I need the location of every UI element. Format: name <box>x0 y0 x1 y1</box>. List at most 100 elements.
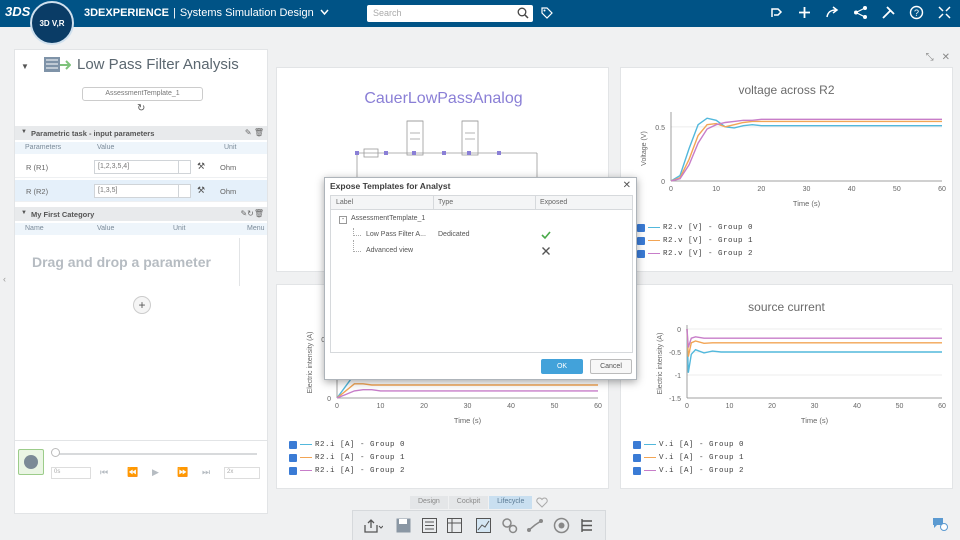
x-tick-label: 10 <box>377 403 385 410</box>
check-icon[interactable] <box>541 230 551 240</box>
dropdown-icon[interactable] <box>178 185 190 197</box>
settings-icon[interactable] <box>501 517 518 534</box>
param-row[interactable]: R (R1) [1,2,3,5,4] ⚒ Ohm <box>15 156 267 178</box>
legend-item[interactable]: R2.i [A] - Group 1 <box>289 451 405 464</box>
add-category-button[interactable]: + <box>133 296 151 314</box>
column-divider <box>239 238 240 286</box>
speed-select[interactable]: 2x <box>224 467 260 479</box>
structure-icon[interactable] <box>579 517 596 534</box>
checkbox-icon[interactable] <box>289 453 297 462</box>
analysis-case-icon[interactable] <box>553 517 570 534</box>
legend-item[interactable]: R2.i [A] - Group 2 <box>289 464 405 477</box>
add-icon[interactable] <box>797 5 812 20</box>
voltage-chart[interactable]: 0 0.5 0 10 20 30 40 50 60 Time (s) Voltage (V) <box>621 68 954 273</box>
source-current-chart[interactable]: 0 -0.5 -1 -1.5 0 10 20 30 40 50 60 Time (s) Electric… <box>621 285 954 490</box>
play-icon[interactable]: ▶ <box>152 467 159 477</box>
legend-item[interactable]: R2.i [A] - Group 0 <box>289 438 405 451</box>
collapse-left-icon[interactable]: ‹ <box>3 274 6 284</box>
cancel-button[interactable]: Cancel <box>590 359 632 374</box>
table-row[interactable]: Low Pass Filter A... Dedicated <box>331 228 632 243</box>
tab-design[interactable]: Design <box>410 496 448 509</box>
chat-icon[interactable] <box>932 517 948 531</box>
search-icon[interactable] <box>517 7 529 19</box>
legend-item[interactable]: R2.v [V] - Group 0 <box>637 221 753 234</box>
chart-icon[interactable] <box>475 517 492 534</box>
tab-lifecycle[interactable]: Lifecycle <box>489 496 533 509</box>
connect-icon[interactable] <box>527 517 544 534</box>
minimize-view-icon[interactable]: ⤡ <box>925 52 934 63</box>
heart-icon[interactable] <box>536 497 549 508</box>
time-slider-thumb[interactable] <box>51 448 60 457</box>
legend-label: R2.v [V] - Group 0 <box>663 223 754 232</box>
app-brand[interactable]: 3DEXPERIENCE | Systems Simulation Design <box>84 7 329 19</box>
step-back-icon[interactable]: ⏪ <box>127 467 139 477</box>
checkbox-icon[interactable] <box>637 236 645 245</box>
tag-icon[interactable] <box>540 6 554 20</box>
checkbox-icon[interactable] <box>633 440 641 449</box>
caret-down-icon[interactable]: ▼ <box>21 210 27 216</box>
ok-button[interactable]: OK <box>541 359 583 374</box>
template-name-field[interactable]: AssessmentTemplate_1 <box>82 87 203 101</box>
edit-delete-icons[interactable]: ✎ 🗑 <box>244 128 264 137</box>
close-view-icon[interactable]: ✕ <box>941 52 950 63</box>
dropdown-icon[interactable] <box>178 161 190 173</box>
edit-refresh-delete-icons[interactable]: ✎↻🗑 <box>240 209 264 218</box>
refresh-icon[interactable]: ↻ <box>137 103 146 114</box>
legend-item[interactable]: V.i [A] - Group 0 <box>633 438 744 451</box>
x-tick-label: 30 <box>803 186 811 193</box>
table-row[interactable]: Advanced view <box>331 240 632 259</box>
skip-start-icon[interactable]: ⏮ <box>100 467 109 477</box>
tools-icon[interactable] <box>881 5 896 20</box>
tree-root-row[interactable]: - AssessmentTemplate_1 <box>331 212 632 227</box>
search-placeholder: Search <box>373 8 402 18</box>
share-icon[interactable] <box>769 5 784 20</box>
legend-item[interactable]: V.i [A] - Group 1 <box>633 451 744 464</box>
export-icon[interactable] <box>363 518 383 534</box>
compass-button[interactable]: 3D V,R <box>30 1 74 45</box>
ds-logo[interactable]: 3DS <box>5 4 31 19</box>
param-value-input[interactable]: [1,3,5] <box>94 184 191 198</box>
checkbox-icon[interactable] <box>633 466 641 475</box>
legend-item[interactable]: R2.v [V] - Group 1 <box>637 234 753 247</box>
maximize-icon[interactable] <box>937 5 952 20</box>
table-icon[interactable] <box>446 517 463 534</box>
collapse-icon[interactable]: - <box>339 216 347 224</box>
save-icon[interactable] <box>395 517 412 534</box>
step-forward-icon[interactable]: ⏩ <box>177 467 189 477</box>
col-value: Value <box>97 144 115 151</box>
section-title: My First Category <box>31 210 95 219</box>
x-tick-label: 60 <box>594 403 602 410</box>
drop-hint[interactable]: Drag and drop a parameter <box>32 254 211 270</box>
legend-item[interactable]: V.i [A] - Group 2 <box>633 464 744 477</box>
search-input[interactable]: Search <box>367 5 533 22</box>
checkbox-icon[interactable] <box>289 440 297 449</box>
param-value: [1,2,3,5,4] <box>98 163 130 170</box>
help-icon[interactable]: ? <box>909 5 924 20</box>
chevron-down-icon[interactable] <box>320 9 329 16</box>
wrench-icon[interactable]: ⚒ <box>197 161 206 171</box>
param-row[interactable]: R (R2) [1,3,5] ⚒ Ohm <box>15 180 267 202</box>
time-field[interactable]: 0s <box>51 467 91 479</box>
checkbox-icon[interactable] <box>633 453 641 462</box>
section-header-parametric[interactable]: ▼ Parametric task - input parameters ✎ 🗑 <box>15 126 267 140</box>
wrench-icon[interactable]: ⚒ <box>197 185 206 195</box>
checkbox-icon[interactable] <box>289 466 297 475</box>
caret-down-icon[interactable]: ▼ <box>21 129 27 135</box>
legend-item[interactable]: R2.v [V] - Group 2 <box>637 247 753 260</box>
forward-icon[interactable] <box>825 5 840 20</box>
collapse-caret-icon[interactable]: ▼ <box>21 62 29 71</box>
row-type[interactable]: Dedicated <box>438 231 470 238</box>
network-icon[interactable] <box>853 5 868 20</box>
tab-cockpit[interactable]: Cockpit <box>448 496 489 509</box>
section-header-category[interactable]: ▼ My First Category ✎↻🗑 <box>15 207 267 221</box>
checkbox-icon[interactable] <box>637 249 645 258</box>
checkbox-icon[interactable] <box>637 223 645 232</box>
series-swatch <box>648 240 660 241</box>
run-simulation-button[interactable] <box>18 449 44 475</box>
skip-end-icon[interactable]: ⏭ <box>202 467 211 477</box>
param-value-input[interactable]: [1,2,3,5,4] <box>94 160 191 174</box>
list-icon[interactable] <box>421 517 438 534</box>
cross-icon[interactable] <box>541 246 551 256</box>
close-icon[interactable]: ✕ <box>622 180 631 191</box>
time-slider-track[interactable] <box>55 453 257 455</box>
